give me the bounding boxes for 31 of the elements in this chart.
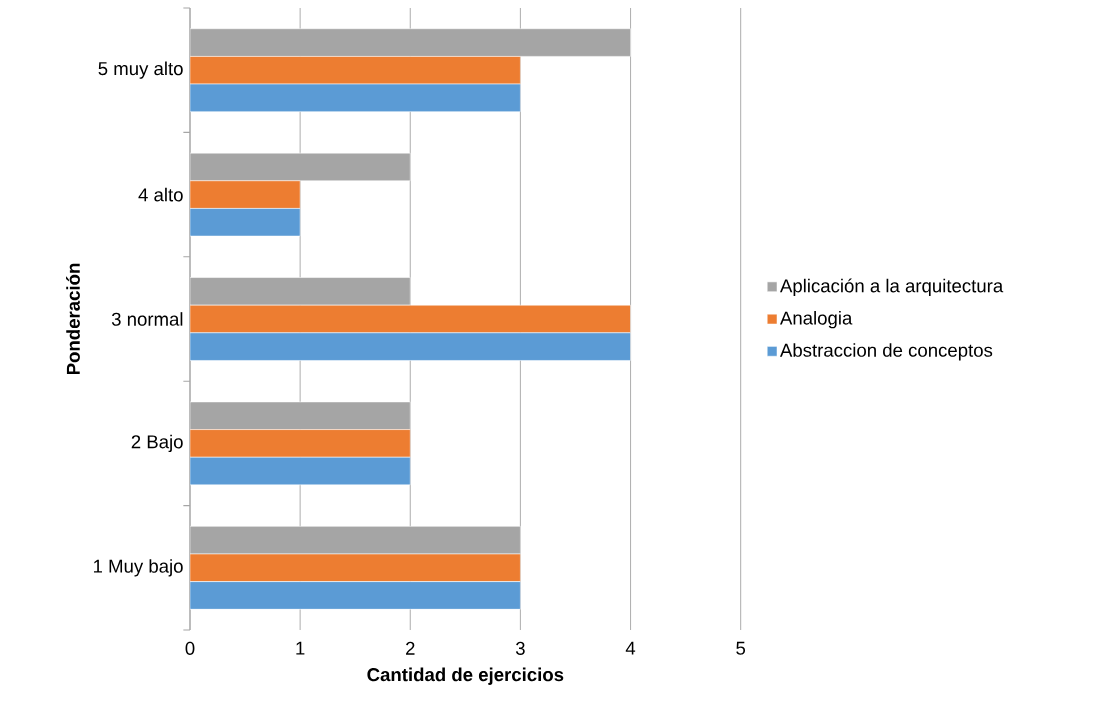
x-tick-label: 5: [736, 641, 746, 655]
bar: [189, 429, 411, 458]
bar: [189, 83, 521, 112]
bar: [189, 152, 411, 182]
y-tick-label: 3 normal: [111, 312, 183, 326]
x-tick-label: 4: [625, 641, 636, 655]
y-tick-label: 4 alto: [138, 187, 183, 202]
y-axis-title: Ponderación: [66, 263, 80, 375]
x-tick-label: 0: [185, 641, 195, 655]
bar: [189, 456, 411, 486]
bar: [189, 526, 521, 555]
bar: [189, 332, 631, 361]
y-tick-label: 5 muy alto: [98, 61, 183, 79]
bar: [189, 277, 411, 306]
bar: [189, 401, 411, 430]
bar: [189, 304, 631, 334]
bar: [189, 553, 521, 582]
legend-label: Abstraccion de conceptos: [780, 343, 993, 361]
x-tick-label: 1: [296, 641, 305, 655]
bar: [189, 28, 631, 57]
y-tick-label: 1 Muy bajo: [93, 559, 183, 577]
legend-label: Aplicación a la arquitectura: [780, 278, 1004, 297]
bar: [189, 208, 301, 237]
bar: [189, 581, 521, 610]
y-tick-label: 2 Bajo: [131, 434, 183, 453]
x-axis-title: Cantidad de ejercicios: [367, 667, 564, 685]
bar: [189, 56, 521, 85]
x-tick-label: 2: [406, 641, 415, 655]
legend-label: Analogia: [780, 310, 853, 329]
x-tick-label: 3: [515, 641, 525, 655]
bar: [189, 180, 301, 209]
